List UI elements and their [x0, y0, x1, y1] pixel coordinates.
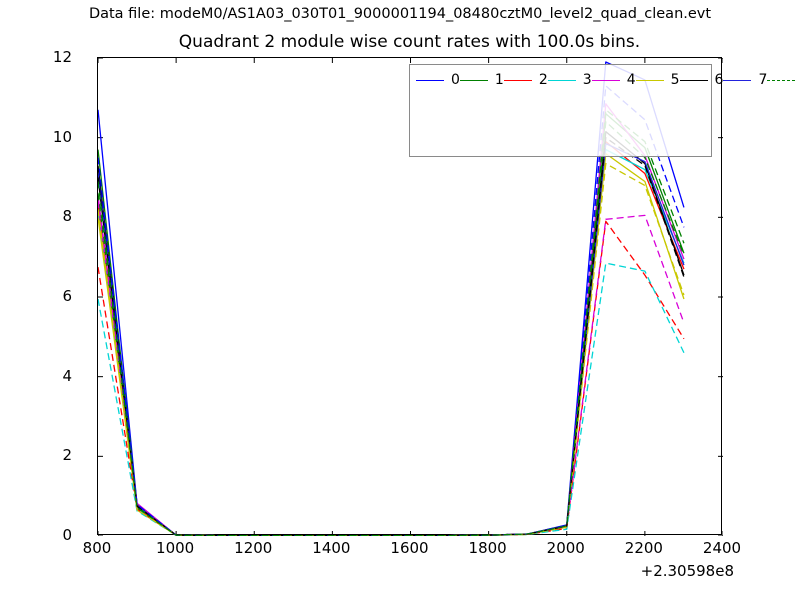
- x-tick-label: 2000: [546, 539, 585, 557]
- legend-line-swatch: [679, 79, 708, 81]
- legend-line-swatch: [723, 79, 752, 81]
- x-tick-label: 2200: [624, 539, 663, 557]
- page-title: Quadrant 2 module wise count rates with …: [178, 32, 641, 52]
- legend-entry-8: 8: [767, 70, 800, 90]
- legend-entry-3: 3: [547, 70, 592, 90]
- legend-entry-label: 2: [538, 72, 548, 88]
- data-file-label: Data file: modeM0/AS1A03_030T01_90000011…: [88, 6, 712, 22]
- legend-entry-0: 0: [416, 70, 460, 90]
- x-tick-label: 1600: [390, 539, 429, 557]
- x-tick-label: 1400: [312, 539, 351, 557]
- legend-entry-label: 0: [451, 72, 460, 88]
- y-tick-label: 12: [52, 48, 72, 66]
- chart-legend: 0123456789101112131415: [409, 64, 796, 157]
- x-tick-label: 800: [82, 539, 112, 557]
- legend-entry-label: 3: [582, 72, 592, 88]
- legend-entry-label: 1: [494, 72, 504, 88]
- y-tick-label: 4: [62, 366, 72, 385]
- x-tick-label: 1800: [468, 539, 507, 557]
- legend-entry-2: 2: [503, 70, 548, 90]
- legend-line-swatch: [767, 79, 796, 81]
- y-tick-label: 10: [52, 127, 72, 146]
- legend-line-swatch: [635, 79, 664, 81]
- legend-entry-6: 6: [679, 70, 724, 90]
- legend-entry-7: 7: [723, 70, 767, 90]
- legend-line-swatch: [503, 79, 532, 81]
- chart-series-4: [98, 103, 685, 536]
- x-tick-label: 1000: [156, 539, 195, 557]
- chart-series-14: [98, 85, 685, 536]
- legend-entry-1: 1: [459, 70, 504, 90]
- x-tick-label: 1200: [234, 539, 273, 557]
- y-tick-label: 6: [62, 287, 72, 305]
- chart-series-13: [98, 137, 685, 536]
- legend-entry-5: 5: [635, 70, 680, 90]
- legend-line-swatch: [547, 79, 576, 81]
- legend-entry-4: 4: [591, 70, 636, 90]
- legend-entry-label: 7: [758, 72, 768, 88]
- line-chart-svg: [98, 58, 723, 536]
- x-tick-label: 2400: [702, 539, 742, 557]
- y-tick-label: 2: [62, 446, 72, 465]
- legend-entry-label: 4: [626, 72, 636, 88]
- y-tick-label: 8: [62, 207, 72, 226]
- legend-entry-label: 6: [714, 72, 724, 88]
- legend-line-swatch: [591, 79, 620, 81]
- legend-line-swatch: [416, 79, 444, 81]
- legend-grid: 0123456789101112131415: [416, 70, 796, 151]
- legend-entry-label: 5: [670, 72, 680, 88]
- chart-series-9: [98, 220, 685, 536]
- x-axis-offset-label: +2.30598e8: [640, 562, 734, 580]
- y-tick-label: 0: [62, 526, 72, 544]
- chart-series-10: [98, 262, 685, 536]
- legend-line-swatch: [459, 79, 488, 81]
